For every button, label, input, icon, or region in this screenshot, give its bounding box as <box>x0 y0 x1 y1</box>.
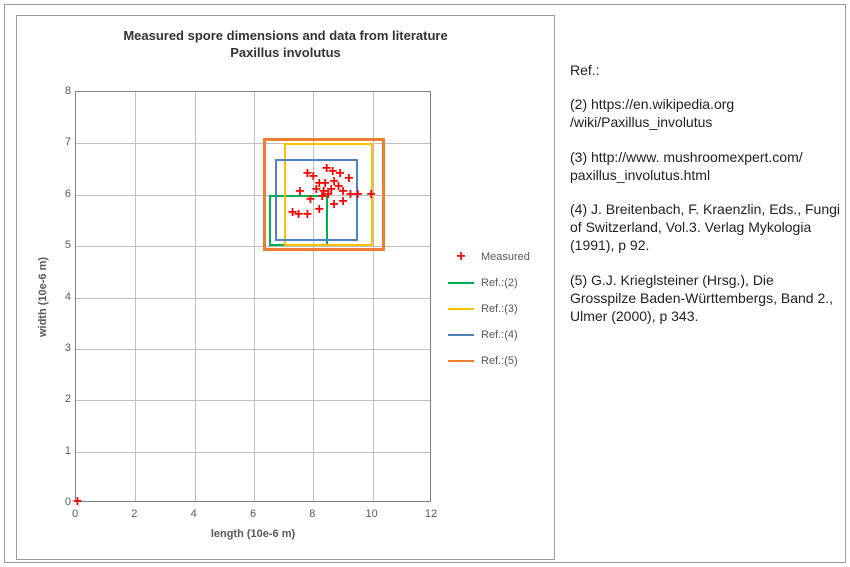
measured-marker: + <box>353 187 362 203</box>
grid-line-h <box>76 400 430 401</box>
x-tick-label: 2 <box>131 508 137 520</box>
y-tick-label: 3 <box>57 342 71 354</box>
grid-line-h <box>76 452 430 453</box>
grid-line-v <box>254 92 255 501</box>
legend-line-icon <box>447 308 475 310</box>
reference-item: (4) J. Breitenbach, F. Kraenzlin, Eds., … <box>570 200 840 255</box>
chart-panel: Measured spore dimensions and data from … <box>16 15 555 560</box>
x-tick-label: 8 <box>309 508 315 520</box>
plus-icon: + <box>456 249 465 265</box>
legend-line-icon <box>447 282 475 284</box>
chart-plot-area: ++++++++++++++++++++++++++++ <box>75 91 431 502</box>
legend-item: Ref.:(3) <box>447 300 530 318</box>
reference-item: (3) http://www. mushroomexpert.com/ paxi… <box>570 148 840 184</box>
outer-frame: Measured spore dimensions and data from … <box>4 4 846 563</box>
x-tick-label: 6 <box>250 508 256 520</box>
reference-item: (5) G.J. Krieglsteiner (Hrsg.), Die Gros… <box>570 271 840 326</box>
legend-item: Ref.:(5) <box>447 352 530 370</box>
legend-line-icon <box>447 360 475 362</box>
line-icon <box>448 334 474 336</box>
legend-marker-icon: + <box>447 249 475 265</box>
y-tick-label: 2 <box>57 393 71 405</box>
x-tick-label: 0 <box>72 508 78 520</box>
y-tick-label: 7 <box>57 136 71 148</box>
line-icon <box>448 282 474 284</box>
x-tick-label: 4 <box>191 508 197 520</box>
legend-label: Measured <box>481 251 530 263</box>
line-icon <box>448 360 474 362</box>
measured-marker: + <box>303 207 312 223</box>
y-tick-label: 5 <box>57 239 71 251</box>
grid-line-v <box>135 92 136 501</box>
grid-line-h <box>76 298 430 299</box>
legend-item: + Measured <box>447 248 530 266</box>
references-panel: Ref.: (2) https://en.wikipedia.org /wiki… <box>570 61 840 341</box>
y-tick-label: 8 <box>57 85 71 97</box>
y-tick-label: 0 <box>57 496 71 508</box>
measured-marker: + <box>295 184 304 200</box>
y-tick-label: 6 <box>57 188 71 200</box>
line-icon <box>448 308 474 310</box>
legend-label: Ref.:(3) <box>481 303 518 315</box>
references-heading: Ref.: <box>570 61 840 79</box>
grid-line-h <box>76 349 430 350</box>
y-tick-label: 1 <box>57 445 71 457</box>
chart-title-line1: Measured spore dimensions and data from … <box>123 28 447 43</box>
legend-label: Ref.:(4) <box>481 329 518 341</box>
grid-line-v <box>195 92 196 501</box>
chart-title-line2: Paxillus involutus <box>230 45 341 60</box>
legend-line-icon <box>447 334 475 336</box>
legend-label: Ref.:(2) <box>481 277 518 289</box>
x-tick-label: 10 <box>366 508 378 520</box>
measured-marker: + <box>367 187 376 203</box>
y-axis-label: width (10e-6 m) <box>37 256 49 336</box>
legend-item: Ref.:(2) <box>447 274 530 292</box>
y-tick-label: 4 <box>57 291 71 303</box>
chart-title: Measured spore dimensions and data from … <box>17 28 554 62</box>
x-axis-label: length (10e-6 m) <box>211 528 295 540</box>
legend-label: Ref.:(5) <box>481 355 518 367</box>
legend-item: Ref.:(4) <box>447 326 530 344</box>
reference-item: (2) https://en.wikipedia.org /wiki/Paxil… <box>570 95 840 131</box>
x-tick-label: 12 <box>425 508 437 520</box>
chart-legend: + Measured Ref.:(2) Ref.:(3) Ref.:(4) Ref.:(5… <box>447 248 530 378</box>
